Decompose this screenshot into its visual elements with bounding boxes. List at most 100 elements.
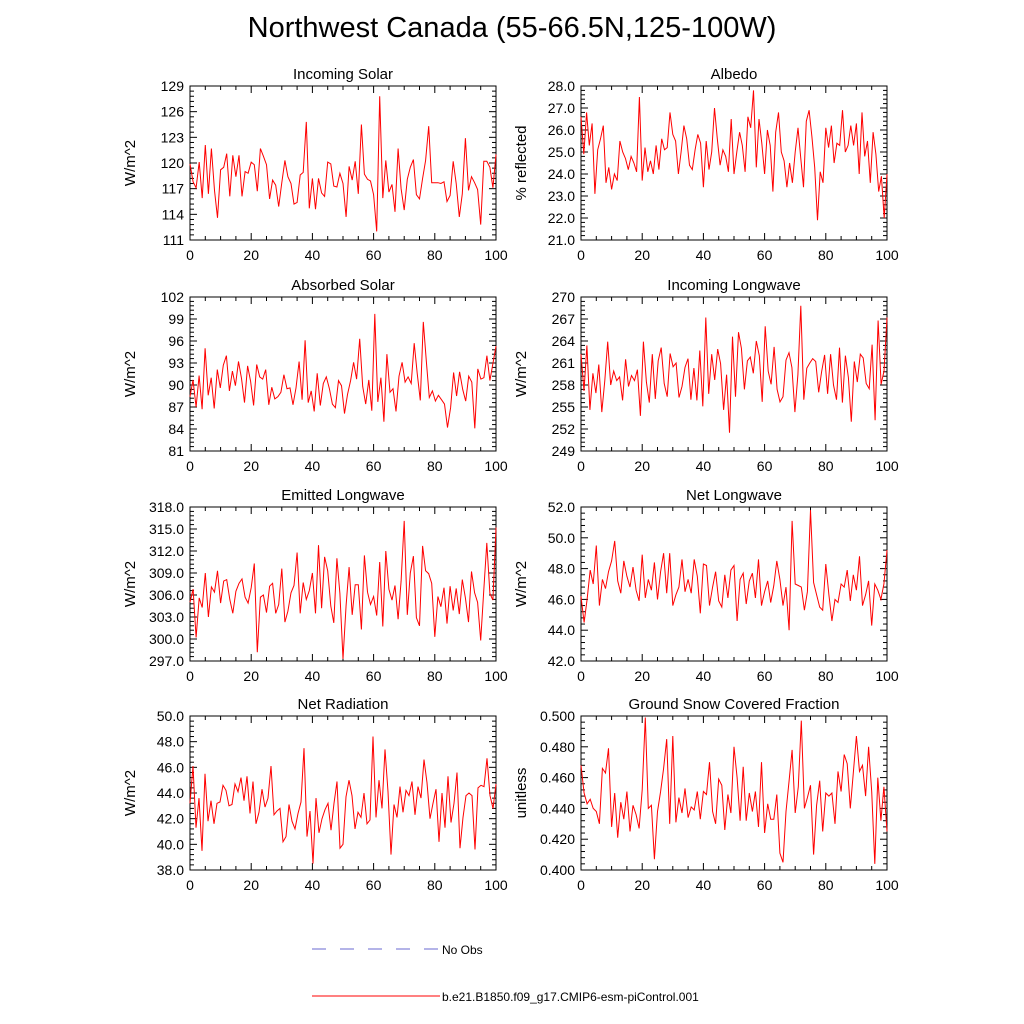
series-line <box>580 717 888 864</box>
y-tick-label: 249 <box>552 443 576 459</box>
x-tick-label: 20 <box>634 247 650 263</box>
x-tick-label: 20 <box>243 458 259 474</box>
y-tick-label: 42.0 <box>548 653 575 669</box>
y-tick-label: 312.0 <box>149 543 184 559</box>
panel-title: Emitted Longwave <box>281 487 404 504</box>
y-tick-label: 264 <box>552 333 576 349</box>
series-line <box>189 520 497 659</box>
x-tick-label: 60 <box>757 247 773 263</box>
x-tick-label: 40 <box>696 247 712 263</box>
x-tick-label: 20 <box>634 877 650 893</box>
y-tick-label: 252 <box>552 421 576 437</box>
x-tick-label: 20 <box>243 668 259 684</box>
y-axis-label: % reflected <box>513 125 530 200</box>
plot-frame <box>189 715 497 871</box>
y-tick-label: 22.0 <box>548 210 575 226</box>
chart-panel: Net Longwave W/m^2 0 20 40 60 80 100 42.0 44.0 46.… <box>513 487 899 684</box>
y-tick-label: 27.0 <box>548 100 575 116</box>
x-tick-label: 60 <box>366 877 382 893</box>
y-tick-label: 267 <box>552 311 576 327</box>
y-tick-label: 87 <box>168 399 184 415</box>
x-tick-label: 100 <box>484 668 508 684</box>
y-tick-label: 40.0 <box>157 836 184 852</box>
y-tick-label: 114 <box>162 206 185 222</box>
chart-panel: Incoming Solar W/m^2 0 20 40 60 80 100 111 114 117… <box>122 66 508 263</box>
x-tick-label: 40 <box>305 247 321 263</box>
y-tick-label: 44.0 <box>548 622 575 638</box>
y-tick-label: 117 <box>162 181 185 197</box>
y-tick-label: 126 <box>161 104 185 120</box>
y-tick-label: 315.0 <box>149 521 184 537</box>
y-tick-label: 0.480 <box>540 739 575 755</box>
panel-title: Absorbed Solar <box>291 277 394 294</box>
y-tick-label: 0.440 <box>540 800 575 816</box>
panel-title: Net Longwave <box>686 487 782 504</box>
y-tick-label: 44.0 <box>157 785 184 801</box>
y-tick-label: 90 <box>168 377 184 393</box>
y-tick-label: 84 <box>168 421 184 437</box>
plot-frame <box>189 506 497 662</box>
y-tick-label: 102 <box>161 289 185 305</box>
series-line <box>580 90 888 221</box>
x-tick-label: 100 <box>484 458 508 474</box>
x-tick-label: 40 <box>305 877 321 893</box>
x-tick-label: 0 <box>186 458 194 474</box>
y-tick-label: 258 <box>552 377 576 393</box>
figure-title: Northwest Canada (55-66.5N,125-100W) <box>247 12 777 44</box>
y-tick-label: 120 <box>161 155 185 171</box>
series-line <box>189 313 497 429</box>
y-tick-label: 99 <box>168 311 184 327</box>
x-tick-label: 20 <box>634 458 650 474</box>
x-tick-label: 80 <box>427 247 443 263</box>
y-tick-label: 46.0 <box>157 759 184 775</box>
x-tick-label: 60 <box>366 458 382 474</box>
y-tick-label: 25.0 <box>548 144 575 160</box>
chart-panel: Emitted Longwave W/m^2 0 20 40 60 80 100 297.0 30… <box>122 487 508 684</box>
x-tick-label: 0 <box>186 247 194 263</box>
x-tick-label: 60 <box>757 668 773 684</box>
y-tick-label: 0.460 <box>540 770 575 786</box>
x-tick-label: 80 <box>818 877 834 893</box>
y-tick-label: 0.400 <box>540 862 575 878</box>
y-axis-label: W/m^2 <box>122 770 139 816</box>
x-tick-label: 0 <box>577 877 585 893</box>
y-axis-label: W/m^2 <box>122 561 139 607</box>
series-line <box>580 305 888 433</box>
x-tick-label: 80 <box>427 877 443 893</box>
y-tick-label: 81 <box>168 443 184 459</box>
y-tick-label: 48.0 <box>548 561 575 577</box>
x-tick-label: 100 <box>875 247 899 263</box>
y-tick-label: 309.0 <box>149 565 184 581</box>
x-tick-label: 80 <box>818 458 834 474</box>
chart-panel: Albedo % reflected 0 20 40 60 80 100 21.0 22.0 23.… <box>513 66 899 263</box>
x-tick-label: 20 <box>243 877 259 893</box>
y-tick-label: 96 <box>168 333 184 349</box>
x-tick-label: 0 <box>577 668 585 684</box>
panel-title: Incoming Longwave <box>667 277 800 294</box>
y-tick-label: 300.0 <box>149 631 184 647</box>
y-tick-label: 46.0 <box>548 591 575 607</box>
legend-label: b.e21.B1850.f09_g17.CMIP6-esm-piControl.… <box>442 990 699 1004</box>
y-tick-label: 306.0 <box>149 587 184 603</box>
y-tick-label: 24.0 <box>548 166 575 182</box>
y-tick-label: 21.0 <box>548 232 575 248</box>
x-tick-label: 80 <box>818 247 834 263</box>
x-tick-label: 80 <box>427 668 443 684</box>
x-tick-label: 0 <box>577 247 585 263</box>
y-axis-label: unitless <box>513 768 530 819</box>
y-axis-label: W/m^2 <box>513 351 530 397</box>
y-tick-label: 23.0 <box>548 188 575 204</box>
y-tick-label: 42.0 <box>157 811 184 827</box>
chart-panel: Absorbed Solar W/m^2 0 20 40 60 80 100 81 84 87 90 9… <box>122 277 508 474</box>
panel-title: Ground Snow Covered Fraction <box>629 696 840 713</box>
x-tick-label: 40 <box>305 668 321 684</box>
plot-frame <box>189 85 497 241</box>
x-tick-label: 100 <box>484 247 508 263</box>
chart-panel: Incoming Longwave W/m^2 0 20 40 60 80 100 249 252… <box>513 277 899 474</box>
chart-panel: Ground Snow Covered Fraction unitless 0 20 4… <box>513 696 899 893</box>
panel-title: Net Radiation <box>298 696 389 713</box>
x-tick-label: 0 <box>577 458 585 474</box>
x-tick-label: 0 <box>186 668 194 684</box>
x-tick-label: 20 <box>634 668 650 684</box>
